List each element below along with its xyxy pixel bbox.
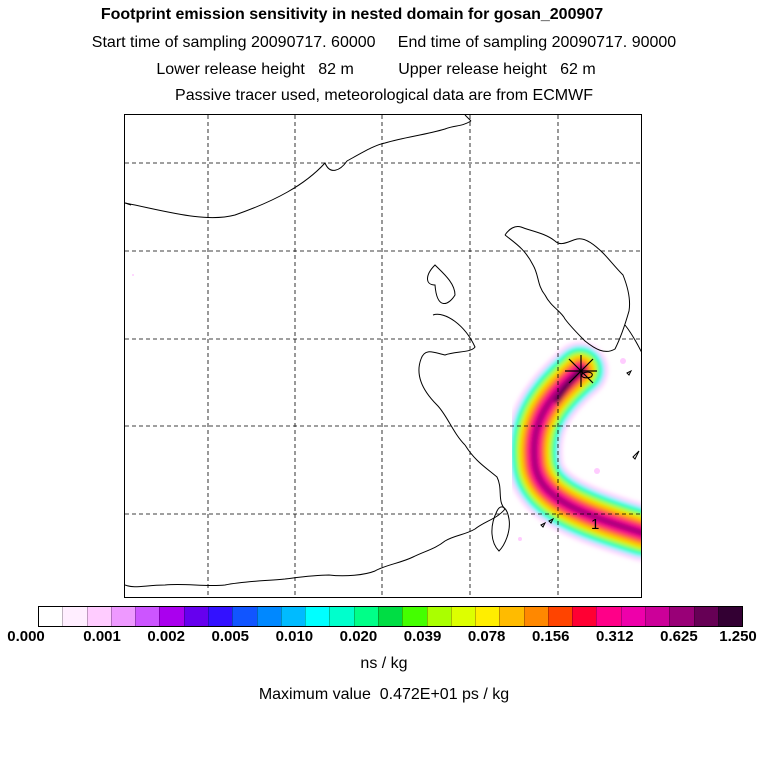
map-canvas: 1 (125, 115, 641, 597)
colorbar-swatch (62, 607, 87, 626)
island-ryukyu-1 (626, 369, 633, 376)
coastline-japan (624, 324, 641, 353)
colorbar-swatch (499, 607, 524, 626)
speck (518, 537, 522, 541)
island-ryukyu-3 (540, 521, 547, 528)
plume-band-magenta (531, 367, 641, 536)
speck (132, 274, 134, 276)
colorbar-swatch (596, 607, 621, 626)
speck (594, 468, 600, 474)
units-label: ns / kg (360, 655, 408, 672)
colorbar-tick-label: 0.010 (275, 628, 314, 645)
colorbar-swatch (183, 607, 208, 626)
colorbar-swatch (377, 607, 403, 626)
colorbar-swatch (353, 607, 378, 626)
colorbar-swatch (135, 607, 160, 626)
colorbar-tick-label: 0.156 (531, 628, 570, 645)
colorbar-swatch (207, 607, 233, 626)
colorbar-tick-label: 0.001 (83, 628, 121, 645)
colorbar-tick-label: 0.002 (147, 628, 185, 645)
colorbar-swatch (280, 607, 306, 626)
border-mongolia (125, 202, 132, 206)
colorbar-swatch (110, 607, 136, 626)
coastline-north (125, 120, 472, 219)
colorbar-swatch (547, 607, 573, 626)
maximum-value-label: Maximum value 0.472E+01 ps / kg (258, 686, 510, 703)
colorbar-swatch (717, 607, 743, 626)
receptor-marker-icon (565, 355, 597, 387)
colorbar-swatch (669, 607, 694, 626)
colorbar-swatch (86, 607, 111, 626)
colorbar-tick-label: 0.000 (7, 628, 45, 645)
colorbar (38, 606, 743, 627)
footprint-plume (506, 342, 641, 561)
coastlines (125, 115, 641, 588)
map-panel: 1 (124, 114, 642, 598)
colorbar-swatch (329, 607, 354, 626)
coastline-korea-bohai (427, 264, 456, 304)
colorbar-swatch (232, 607, 257, 626)
colorbar-swatch (693, 607, 718, 626)
lat-lon-grid (125, 115, 641, 597)
coastline-northeast (464, 115, 472, 122)
colorbar-swatch (450, 607, 476, 626)
tracer-info-line: Passive tracer used, meteorological data… (175, 87, 593, 104)
colorbar-tick-label: 0.020 (339, 628, 378, 645)
speck (620, 358, 626, 364)
colorbar-swatch (426, 607, 451, 626)
coastline-china-east (125, 444, 506, 588)
colorbar-swatch (305, 607, 330, 626)
colorbar-swatch (645, 607, 670, 626)
island-taiwan (491, 506, 510, 552)
colorbar-swatch (402, 607, 427, 626)
colorbar-swatch (620, 607, 646, 626)
island-jeju (581, 371, 593, 379)
island-ryukyu-2 (632, 450, 640, 460)
colorbar-tick-label: 0.078 (467, 628, 506, 645)
plot-title: Footprint emission sensitivity in nested… (100, 6, 604, 23)
colorbar-tick-label: 0.005 (211, 628, 250, 645)
plume-specks (132, 274, 626, 541)
coastline-shandong (418, 313, 476, 446)
island-ryukyu-4 (548, 517, 555, 524)
colorbar-swatch (475, 607, 500, 626)
colorbar-swatch (523, 607, 548, 626)
colorbar-tick-label: 0.312 (596, 628, 634, 645)
colorbar-tick-label: 1.250 (719, 628, 757, 645)
colorbar-swatch (572, 607, 597, 626)
sampling-time-line: Start time of sampling 20090717. 60000 E… (91, 34, 677, 51)
colorbar-tick-label: 0.039 (403, 628, 442, 645)
colorbar-swatch (256, 607, 281, 626)
colorbar-tick-label: 0.625 (660, 628, 698, 645)
colorbar-swatch (159, 607, 184, 626)
coastline-korea (504, 226, 630, 352)
trajectory-label: 1 (591, 516, 599, 533)
colorbar-swatch (39, 607, 63, 626)
release-height-line: Lower release height 82 m Upper release … (156, 61, 596, 78)
